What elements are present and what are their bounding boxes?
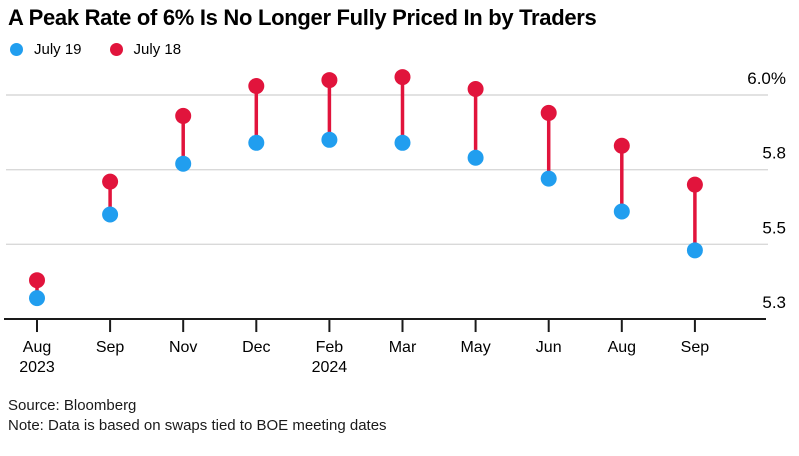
legend-item-july-18: July 18 bbox=[109, 41, 182, 58]
legend-swatch-july-18-icon bbox=[109, 43, 123, 56]
x-axis-year-label: 2023 bbox=[19, 359, 55, 376]
data-point-july-19 bbox=[686, 242, 703, 259]
x-axis-label: Sep bbox=[96, 339, 125, 356]
data-point-july-18 bbox=[102, 173, 119, 190]
data-point-july-18 bbox=[248, 78, 265, 95]
x-axis-label: May bbox=[460, 339, 490, 356]
data-point-july-18 bbox=[467, 81, 484, 98]
data-point-july-19 bbox=[613, 203, 630, 220]
x-axis-label: Aug bbox=[608, 339, 636, 356]
x-axis-label: Nov bbox=[169, 339, 197, 356]
data-point-july-19 bbox=[102, 206, 119, 223]
data-point-july-19 bbox=[29, 290, 45, 307]
data-point-july-18 bbox=[613, 137, 630, 154]
legend-swatch-july-19-icon bbox=[10, 43, 23, 56]
data-point-july-19 bbox=[321, 131, 338, 148]
y-axis-label: 6.0% bbox=[747, 69, 786, 88]
legend-item-july-19: July 19 bbox=[10, 41, 82, 58]
x-axis-label: Aug bbox=[23, 339, 51, 356]
data-point-july-19 bbox=[175, 155, 192, 172]
data-point-july-19 bbox=[394, 134, 411, 151]
data-point-july-18 bbox=[175, 107, 192, 124]
dumbbell-chart-canvas: 6.0% 5.8 5.5 5.3 Aug 2023 Sep Nov Dec Feb 2024 Mar M… bbox=[4, 69, 786, 376]
data-point-july-19 bbox=[467, 149, 484, 166]
data-point-july-18 bbox=[321, 72, 338, 89]
data-point-july-18 bbox=[686, 176, 703, 193]
source-note: Source: Bloomberg bbox=[8, 397, 137, 414]
x-axis-label: Feb bbox=[316, 339, 344, 356]
x-axis-label: Mar bbox=[389, 339, 417, 356]
data-note: Note: Data is based on swaps tied to BOE… bbox=[8, 417, 387, 434]
chart-title: A Peak Rate of 6% Is No Longer Fully Pri… bbox=[8, 5, 597, 30]
legend-label-july-18: July 18 bbox=[133, 41, 182, 58]
data-point-july-18 bbox=[394, 69, 411, 86]
x-axis-label: Jun bbox=[536, 339, 562, 356]
y-axis-label: 5.5 bbox=[762, 218, 786, 237]
chart-footer: Source: Bloomberg Note: Data is based on… bbox=[8, 396, 387, 436]
data-point-july-19 bbox=[540, 170, 557, 187]
legend-label-july-19: July 19 bbox=[34, 41, 82, 58]
x-axis-year-label: 2024 bbox=[312, 359, 348, 376]
x-axis-label: Dec bbox=[242, 339, 270, 356]
data-point-july-18 bbox=[29, 272, 45, 289]
data-point-july-18 bbox=[540, 104, 557, 121]
data-point-july-19 bbox=[248, 134, 265, 151]
y-axis-label: 5.8 bbox=[762, 144, 786, 163]
y-axis-label: 5.3 bbox=[762, 293, 786, 312]
x-axis-label: Sep bbox=[681, 339, 710, 356]
chart-legend: July 19 July 18 bbox=[10, 41, 181, 58]
